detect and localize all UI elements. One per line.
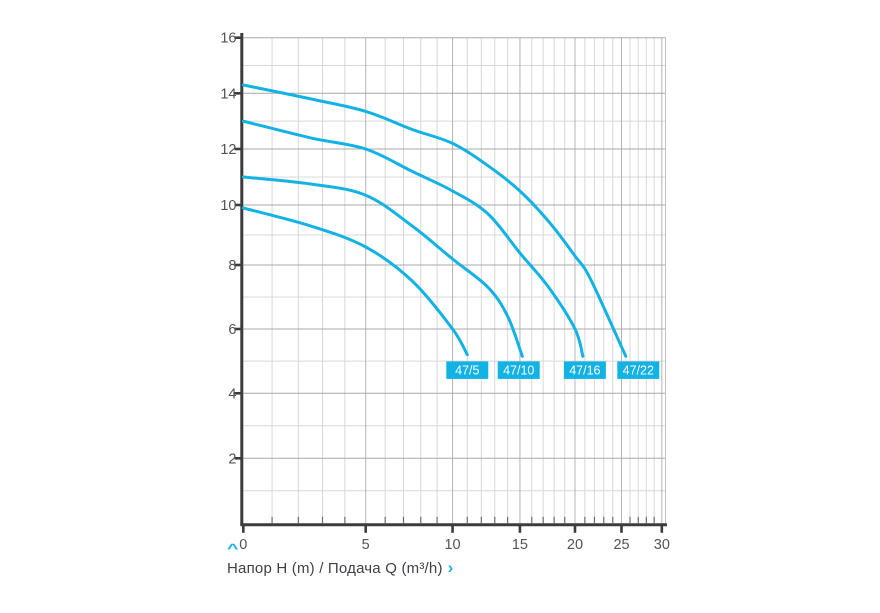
x-tick-label: 20 (567, 537, 583, 553)
curve-47-10 (241, 175, 524, 358)
curve-label-47-5: 47/5 (455, 364, 479, 378)
curve-label-box-47-16 (563, 361, 606, 379)
chevron-right-icon[interactable]: › (447, 558, 454, 577)
axis-caption-text: Напор H (m) / Подача Q (m³/h) (227, 560, 443, 577)
x-tick-label: 5 (362, 537, 370, 553)
y-tick-label: 12 (220, 142, 236, 158)
x-tick-label: 25 (613, 537, 629, 553)
curve-label-box-47-5 (446, 361, 489, 379)
y-tick-label: 4 (228, 386, 236, 402)
curve-label-box-47-22 (617, 361, 660, 379)
curve-label-47-16: 47/16 (569, 364, 600, 378)
curve-47-22 (241, 83, 628, 358)
curve-label-47-22: 47/22 (623, 364, 654, 378)
chevron-up-icon[interactable]: ^ (227, 541, 239, 556)
y-tick-label: 10 (220, 198, 236, 214)
curve-47-16 (241, 119, 585, 358)
x-tick-label: 10 (444, 537, 460, 553)
curve-label-box-47-10 (497, 361, 540, 379)
y-tick-label: 6 (228, 322, 236, 338)
curve-label-47-10: 47/10 (503, 364, 534, 378)
y-tick-label: 14 (220, 86, 236, 102)
y-tick-label: 8 (228, 258, 236, 274)
y-tick-label: 2 (228, 451, 236, 467)
curve-47-5 (241, 206, 469, 357)
x-tick-label: 30 (654, 537, 670, 553)
y-tick-label: 16 (220, 31, 236, 47)
x-tick-label: 15 (512, 537, 528, 553)
x-tick-label: 0 (239, 537, 247, 553)
axis-caption: ^ Напор H (m) / Подача Q (m³/h) › (227, 542, 647, 578)
